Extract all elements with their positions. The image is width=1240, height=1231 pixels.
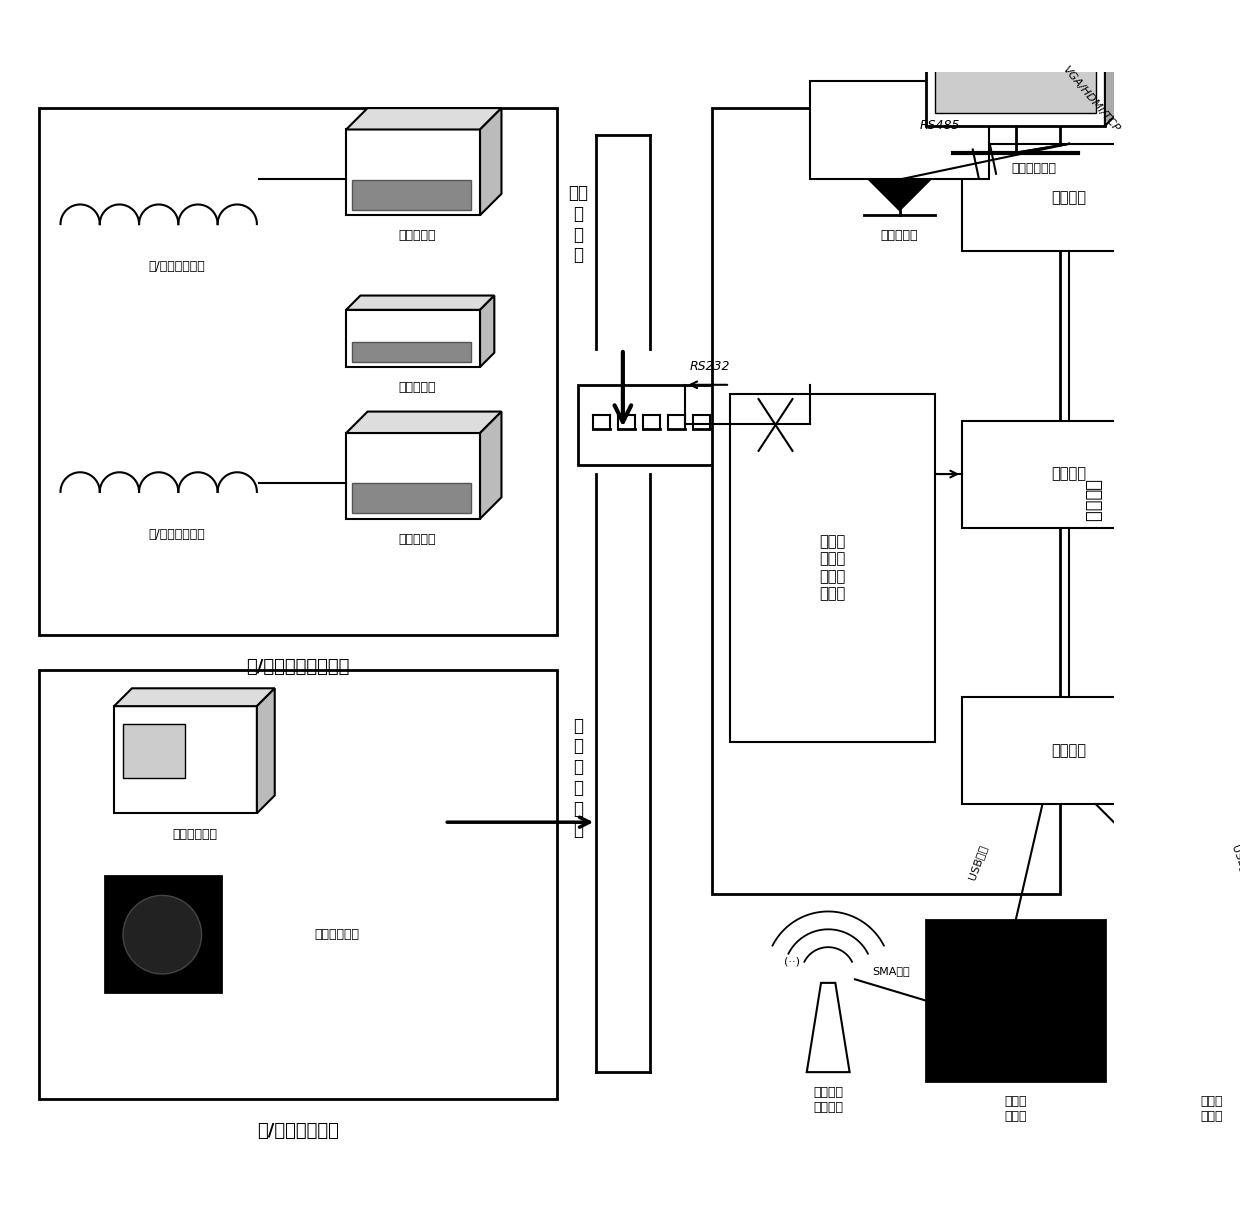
Bar bbox=[1122, 921, 1240, 1081]
Bar bbox=[105, 875, 221, 992]
Polygon shape bbox=[868, 180, 931, 212]
Bar bbox=[962, 144, 1177, 251]
Bar bbox=[40, 671, 557, 1099]
Bar bbox=[351, 180, 471, 209]
Polygon shape bbox=[1105, 25, 1132, 126]
Bar bbox=[346, 310, 480, 367]
Polygon shape bbox=[807, 982, 849, 1072]
Text: RS485: RS485 bbox=[920, 119, 960, 133]
Bar bbox=[753, 394, 797, 457]
Text: 管理员显示屏: 管理员显示屏 bbox=[1011, 161, 1056, 175]
Bar bbox=[123, 724, 186, 778]
Polygon shape bbox=[114, 688, 275, 707]
Text: 出/入口信号输入设备: 出/入口信号输入设备 bbox=[247, 657, 350, 676]
Text: 蓝牙信号
增益天线: 蓝牙信号 增益天线 bbox=[813, 1087, 843, 1114]
Text: 蓝牙连
接设备: 蓝牙连 接设备 bbox=[1200, 1096, 1224, 1124]
Bar bbox=[578, 385, 810, 465]
Bar bbox=[346, 433, 480, 518]
Text: RS232: RS232 bbox=[689, 361, 730, 373]
Circle shape bbox=[123, 895, 202, 974]
Polygon shape bbox=[346, 108, 501, 129]
Bar bbox=[351, 484, 471, 513]
Bar bbox=[346, 129, 480, 215]
Bar bbox=[935, 38, 1096, 113]
Text: USB接口: USB接口 bbox=[967, 843, 988, 881]
Text: SMA接口: SMA接口 bbox=[872, 966, 909, 976]
Bar bbox=[926, 25, 1105, 126]
Polygon shape bbox=[480, 411, 501, 518]
Text: 入口显示屏: 入口显示屏 bbox=[880, 229, 919, 243]
Text: USB接口: USB接口 bbox=[1230, 843, 1240, 881]
Text: 蓝牙广
播设备: 蓝牙广 播设备 bbox=[1004, 1096, 1027, 1124]
Polygon shape bbox=[480, 295, 495, 367]
Bar bbox=[962, 697, 1177, 804]
Polygon shape bbox=[257, 688, 275, 814]
Text: (··): (··) bbox=[785, 956, 801, 966]
Bar bbox=[962, 421, 1177, 528]
Bar bbox=[114, 707, 257, 814]
Bar bbox=[351, 341, 471, 362]
Text: 蓝牙模块: 蓝牙模块 bbox=[1052, 744, 1086, 758]
Text: 微波感应器: 微波感应器 bbox=[399, 382, 436, 394]
Text: 出/入口控制设备: 出/入口控制设备 bbox=[257, 1121, 339, 1140]
Text: 闸机控制电机: 闸机控制电机 bbox=[172, 827, 217, 841]
Text: 识别模块: 识别模块 bbox=[1052, 467, 1086, 481]
Text: 输
出
控
制
信
号: 输 出 控 制 信 号 bbox=[573, 716, 583, 838]
Polygon shape bbox=[346, 411, 501, 433]
Bar bbox=[730, 394, 935, 742]
Text: VGA/HDMI/TCP: VGA/HDMI/TCP bbox=[1060, 64, 1121, 134]
Text: 出/入口抬杆地感: 出/入口抬杆地感 bbox=[148, 260, 205, 273]
Bar bbox=[40, 108, 557, 635]
Bar bbox=[810, 81, 988, 180]
Bar bbox=[926, 921, 1105, 1081]
Text: 输出模块: 输出模块 bbox=[1052, 190, 1086, 204]
Text: 出/入口落杆地感: 出/入口落杆地感 bbox=[148, 528, 205, 540]
Bar bbox=[712, 108, 1060, 894]
Polygon shape bbox=[346, 295, 495, 310]
Text: 车辆检测器: 车辆检测器 bbox=[399, 533, 436, 547]
Text: 开关量
信号采
集与控
制模块: 开关量 信号采 集与控 制模块 bbox=[820, 534, 846, 602]
Text: 信号
量
输
入: 信号 量 输 入 bbox=[568, 183, 588, 265]
Text: 进出口指示灯: 进出口指示灯 bbox=[315, 928, 360, 942]
Polygon shape bbox=[480, 108, 501, 215]
Text: 车辆检测器: 车辆检测器 bbox=[399, 229, 436, 243]
Text: 工控主机: 工控主机 bbox=[1084, 479, 1101, 522]
